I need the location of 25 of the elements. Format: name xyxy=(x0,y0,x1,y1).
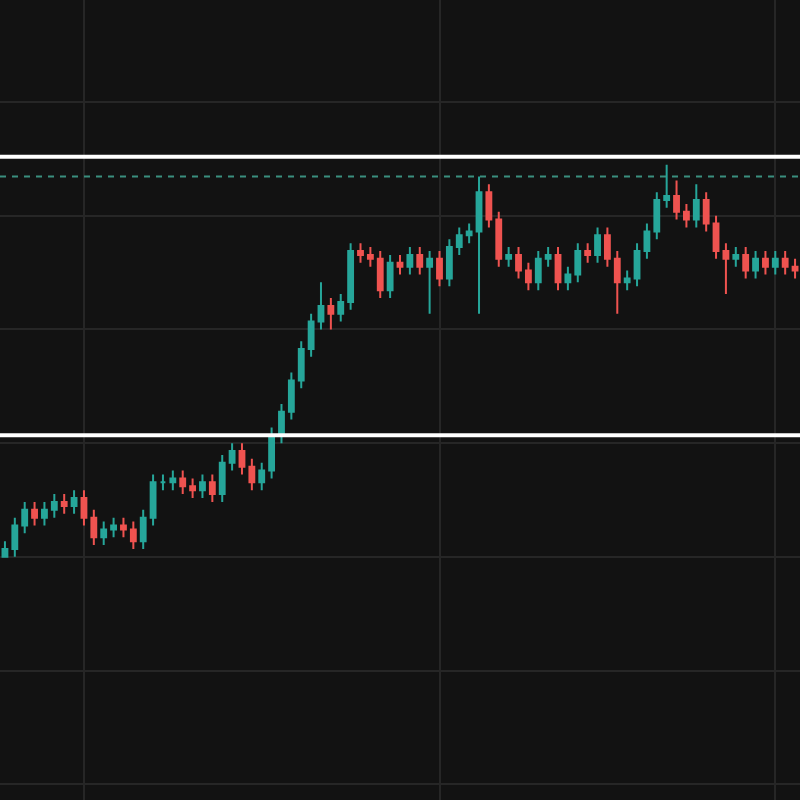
candlestick xyxy=(436,249,443,288)
candlestick xyxy=(396,253,404,276)
candlestick xyxy=(208,473,216,503)
candlestick xyxy=(327,297,335,331)
candlestick xyxy=(426,249,434,315)
candlestick xyxy=(584,242,592,264)
candlestick xyxy=(416,246,424,276)
candlestick xyxy=(70,489,78,515)
candlestick xyxy=(406,246,414,276)
candlestick xyxy=(732,246,740,268)
candlestick xyxy=(505,246,513,268)
candlestick xyxy=(199,473,206,500)
candlestick xyxy=(771,249,779,276)
candlestick xyxy=(159,473,167,492)
candlestick xyxy=(594,226,601,264)
candlestick xyxy=(554,246,562,292)
candlestick xyxy=(762,249,769,276)
candlestick xyxy=(386,253,394,300)
candlestick xyxy=(60,493,68,515)
candlestick xyxy=(752,249,759,280)
candlestick xyxy=(722,242,730,296)
candlestick xyxy=(31,500,38,527)
candlestick xyxy=(169,469,177,492)
candlestick xyxy=(692,183,700,229)
candlestick xyxy=(742,246,750,280)
